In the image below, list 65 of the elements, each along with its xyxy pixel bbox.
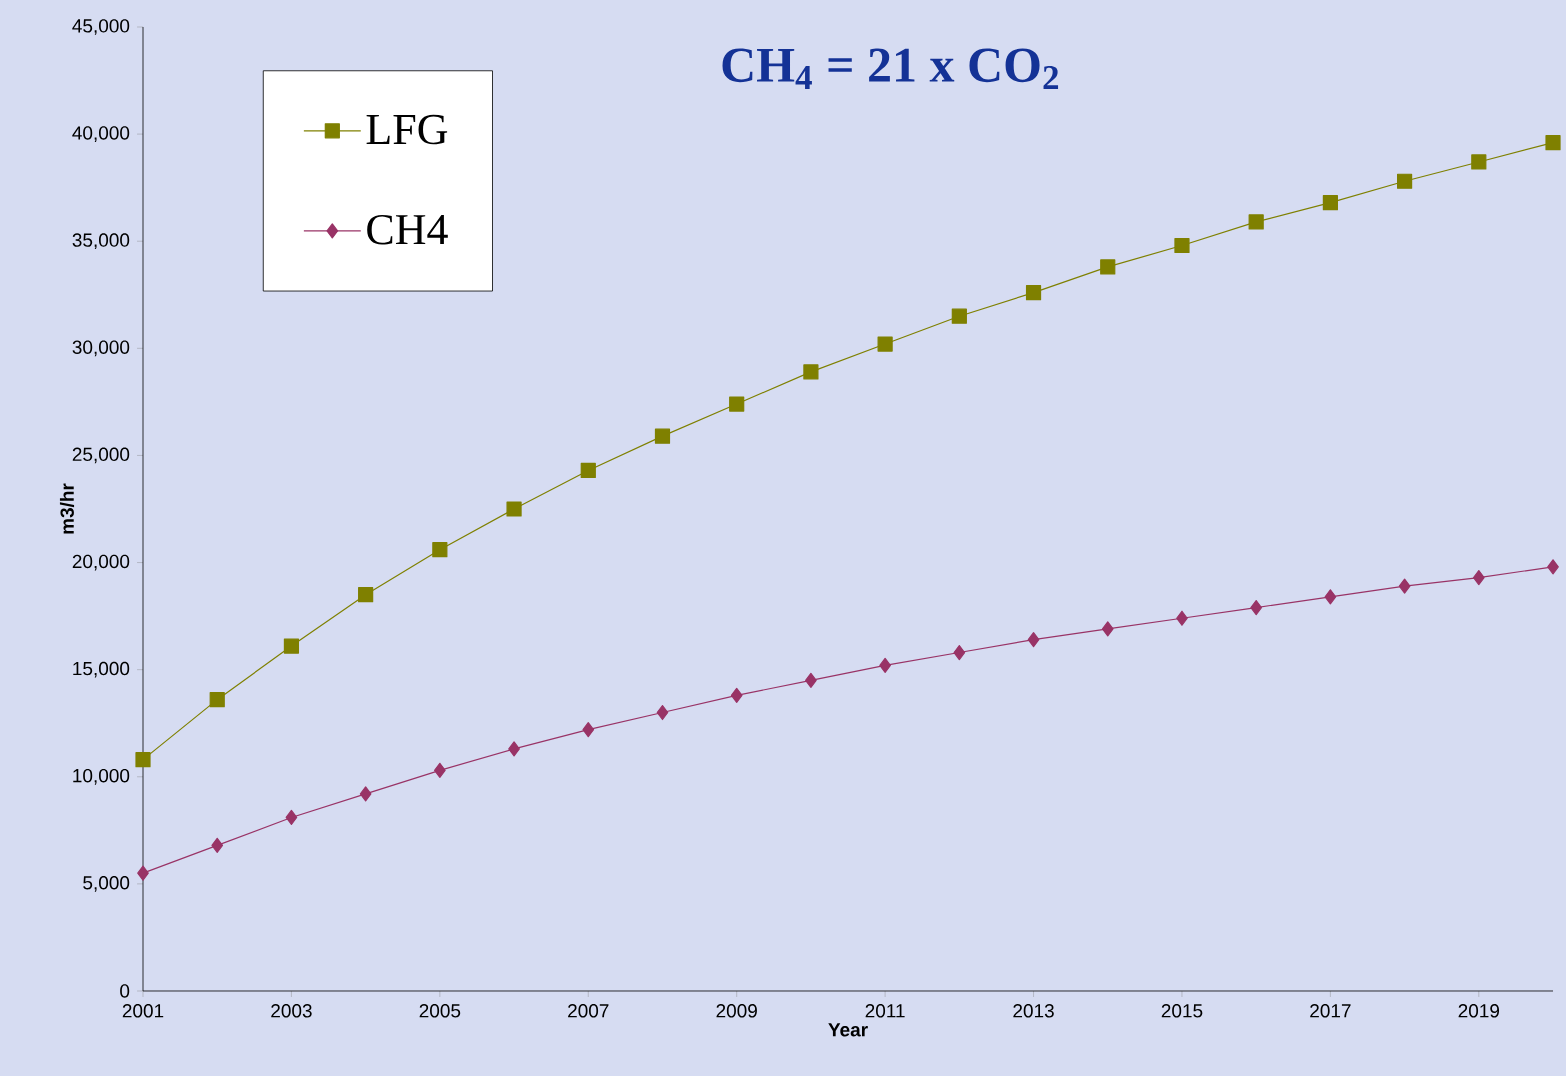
point <box>135 752 151 768</box>
x-tick-label: 2019 <box>1458 1004 1500 1018</box>
point <box>1250 599 1263 616</box>
point <box>1174 237 1190 254</box>
point <box>1322 195 1338 211</box>
x-axis-title: Year <box>828 1023 868 1037</box>
point <box>1397 173 1413 189</box>
point <box>506 501 522 517</box>
point <box>359 786 372 802</box>
point <box>654 428 671 444</box>
point <box>1398 578 1411 594</box>
point <box>432 542 448 558</box>
y-tick-label: 10,000 <box>73 768 130 785</box>
point <box>1324 589 1337 605</box>
point <box>1472 569 1485 586</box>
x-tick-label: 2005 <box>419 1004 461 1018</box>
point <box>1025 285 1042 301</box>
x-tick-label: 2003 <box>271 1004 312 1018</box>
point <box>508 741 520 757</box>
y-tick-label: 0 <box>120 984 130 998</box>
x-tick-label: 2007 <box>568 1004 609 1018</box>
y-tick-label: 5,000 <box>83 876 130 892</box>
point <box>582 722 595 738</box>
point <box>805 672 817 688</box>
y-tick-label: 15,000 <box>73 661 130 678</box>
point <box>656 704 669 721</box>
x-tick-label: 2009 <box>716 1004 757 1018</box>
point <box>1101 621 1114 637</box>
y-tick-label: 45,000 <box>72 19 130 35</box>
point <box>1176 610 1188 626</box>
point <box>953 644 966 661</box>
point <box>137 865 149 881</box>
point <box>1547 559 1559 575</box>
point <box>283 638 300 654</box>
x-tick-label: 2013 <box>1013 1004 1054 1018</box>
y-tick-label: 30,000 <box>72 340 130 357</box>
point <box>729 396 745 412</box>
point <box>580 462 596 479</box>
point <box>803 364 819 380</box>
point <box>285 809 298 826</box>
y-tick-label: 25,000 <box>72 447 130 464</box>
y-tick-label: 35,000 <box>72 233 130 250</box>
point <box>211 837 224 853</box>
x-tick-label: 2015 <box>1161 1004 1203 1018</box>
point <box>951 308 967 324</box>
point <box>730 687 743 703</box>
x-tick-label: 2001 <box>122 1004 164 1018</box>
point <box>1248 214 1264 230</box>
point <box>358 587 374 603</box>
point <box>1471 154 1487 170</box>
point <box>1100 259 1116 275</box>
annotation: CH$_{4}$ = 21 x CO$_{2}$ <box>722 48 1059 90</box>
x-tick-label: 2011 <box>865 1004 905 1018</box>
x-tick-label: 2017 <box>1310 1004 1351 1018</box>
legend-label: LFG <box>366 114 448 145</box>
y-axis-title: m3/hr <box>59 483 75 534</box>
point <box>877 336 893 352</box>
y-tick-label: 40,000 <box>72 126 130 142</box>
point <box>879 657 891 673</box>
point <box>209 692 225 708</box>
point <box>1027 632 1040 648</box>
point <box>1545 135 1561 151</box>
point <box>434 762 446 778</box>
legend-label: CH4 <box>367 214 448 245</box>
y-tick-label: 20,000 <box>72 554 130 571</box>
